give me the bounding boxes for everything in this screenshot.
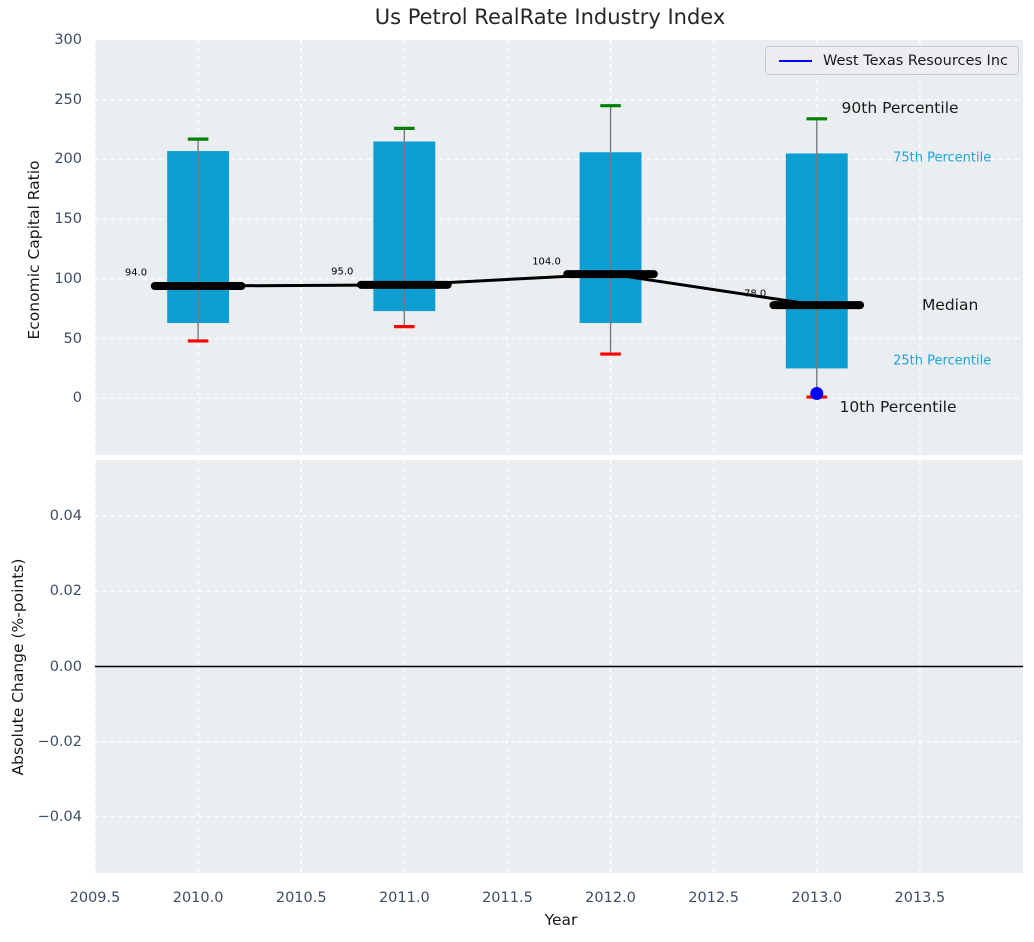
y-tick-label-bottom: −0.02 <box>37 733 82 750</box>
x-tick-label: 2012.0 <box>585 890 636 906</box>
legend-line-sample <box>779 59 812 62</box>
y-tick-label-top: 0 <box>72 390 82 407</box>
y-tick-label-bottom: 0.04 <box>49 508 82 525</box>
y-tick-label-top: 150 <box>54 211 82 228</box>
chart-title: Us Petrol RealRate Industry Index <box>374 5 726 29</box>
y-axis-label-top: Economic Capital Ratio <box>25 160 43 340</box>
x-tick-label: 2013.0 <box>791 890 843 906</box>
percentile-annotation: 10th Percentile <box>839 398 957 417</box>
median-value-label: 78.0 <box>743 288 767 300</box>
x-tick-label: 2010.5 <box>275 890 327 906</box>
median-value-label: 95.0 <box>331 266 354 278</box>
percentile-annotation: 75th Percentile <box>893 150 992 166</box>
y-tick-label-bottom: 0.00 <box>49 658 82 675</box>
x-axis-label: Year <box>544 911 578 929</box>
median-trend-line <box>198 272 818 307</box>
y-axis-label-bottom: Absolute Change (%-points) <box>9 558 27 776</box>
y-tick-label-top: 200 <box>54 151 82 168</box>
percentile-annotation: 25th Percentile <box>893 353 992 369</box>
legend-label: West Texas Resources Inc <box>822 52 1008 69</box>
median-value-label: 104.0 <box>532 256 561 268</box>
percentile-annotation: 90th Percentile <box>841 99 959 118</box>
percentile-annotation: Median <box>921 296 979 315</box>
x-tick-label: 2009.5 <box>69 890 121 906</box>
y-tick-label-bottom: −0.04 <box>37 808 82 825</box>
x-tick-label: 2011.5 <box>482 890 533 906</box>
y-tick-label-top: 100 <box>54 270 82 287</box>
x-tick-label: 2013.5 <box>894 890 946 906</box>
company-data-point <box>810 386 824 400</box>
median-value-label: 94.0 <box>124 267 148 279</box>
top-plot-area <box>95 40 1023 455</box>
y-tick-label-top: 250 <box>54 91 82 108</box>
legend: West Texas Resources Inc <box>765 46 1019 75</box>
x-tick-label: 2010.0 <box>172 890 224 906</box>
y-tick-label-bottom: 0.02 <box>49 583 82 600</box>
y-tick-label-top: 50 <box>63 330 82 347</box>
x-tick-label: 2011.0 <box>378 890 430 906</box>
y-tick-label-top: 300 <box>54 32 82 48</box>
x-tick-label: 2012.5 <box>688 890 740 906</box>
